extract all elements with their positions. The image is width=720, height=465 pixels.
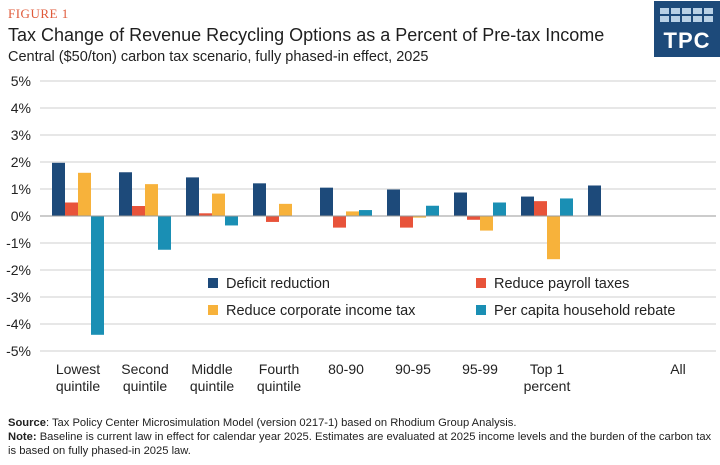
chart-title: Tax Change of Revenue Recycling Options … — [8, 25, 605, 45]
x-tick-label: quintile — [56, 378, 101, 394]
x-tick-label: 90-95 — [395, 361, 431, 377]
bar — [253, 183, 266, 216]
y-tick-label: 4% — [11, 100, 31, 116]
note-label: Note: — [8, 431, 37, 443]
legend-item-deficit: Deficit reduction — [208, 276, 330, 292]
bar — [521, 196, 534, 216]
y-tick-label: 0% — [11, 208, 31, 224]
legend-item-payroll: Reduce payroll taxes — [476, 276, 629, 292]
source-label: Source — [8, 417, 46, 429]
bar — [588, 185, 601, 216]
logo-grid-icon — [660, 8, 713, 22]
chart-subtitle: Central ($50/ton) carbon tax scenario, f… — [8, 49, 429, 65]
y-tick-label: 1% — [11, 181, 31, 197]
x-tick-label: All — [670, 361, 686, 377]
bar — [413, 216, 426, 218]
bar — [333, 216, 346, 228]
note-text: Baseline is current law in effect for ca… — [8, 431, 712, 457]
bar — [346, 211, 359, 216]
x-tick-label: Fourth — [259, 361, 299, 377]
y-tick-label: 2% — [11, 154, 31, 170]
x-tick-label: quintile — [257, 378, 302, 394]
y-tick-label: 5% — [11, 73, 31, 89]
x-tick-label: Top 1 — [530, 361, 564, 377]
y-tick-label: -3% — [6, 289, 31, 305]
y-tick-label: -5% — [6, 343, 31, 359]
bar — [91, 216, 104, 335]
legend-swatch-payroll — [476, 278, 486, 288]
x-tick-label: percent — [524, 378, 571, 394]
legend-item-corporate: Reduce corporate income tax — [208, 303, 415, 319]
x-tick-label: quintile — [190, 378, 235, 394]
bar — [320, 187, 333, 216]
bar — [78, 172, 91, 216]
legend-label-payroll: Reduce payroll taxes — [494, 276, 630, 292]
bar — [266, 216, 279, 222]
bar-chart: 5%4%3%2%1%0%-1%-2%-3%-4%-5%Lowestquintil… — [6, 73, 716, 394]
legend-label-deficit: Deficit reduction — [226, 276, 330, 292]
bar — [279, 203, 292, 216]
y-tick-label: -2% — [6, 262, 31, 278]
bar — [199, 213, 212, 216]
bar — [400, 216, 413, 228]
y-tick-label: -4% — [6, 316, 31, 332]
x-tick-label: quintile — [123, 378, 168, 394]
legend-swatch-deficit — [208, 278, 218, 288]
x-tick-label: 80-90 — [328, 361, 364, 377]
source-text: : Tax Policy Center Microsimulation Mode… — [45, 417, 517, 429]
x-tick-label: 95-99 — [462, 361, 498, 377]
x-tick-label: Middle — [191, 361, 232, 377]
y-tick-label: 3% — [11, 127, 31, 143]
bar — [467, 216, 480, 220]
legend-item-rebate: Per capita household rebate — [476, 303, 675, 319]
bar — [132, 206, 145, 216]
bar — [359, 210, 372, 216]
bar — [493, 202, 506, 216]
bar — [212, 193, 225, 216]
bar — [65, 202, 78, 216]
bar — [119, 172, 132, 216]
bar — [426, 205, 439, 216]
footer: Source: Tax Policy Center Microsimulatio… — [8, 416, 712, 458]
bar — [560, 198, 573, 216]
legend-swatch-rebate — [476, 305, 486, 315]
bar — [534, 201, 547, 216]
legend-label-rebate: Per capita household rebate — [494, 303, 676, 319]
bar — [387, 189, 400, 216]
tpc-logo: TPC — [654, 1, 720, 57]
y-tick-label: -1% — [6, 235, 31, 251]
bar — [480, 216, 493, 231]
x-tick-label: Lowest — [56, 361, 100, 377]
bar — [158, 216, 171, 250]
bar — [547, 216, 560, 260]
bar — [145, 184, 158, 216]
bar — [52, 162, 65, 216]
note-line: Note: Baseline is current law in effect … — [8, 430, 712, 458]
x-tick-label: Second — [121, 361, 168, 377]
bar — [225, 216, 238, 226]
bar — [186, 177, 199, 216]
legend-label-corporate: Reduce corporate income tax — [226, 303, 416, 319]
bar — [454, 192, 467, 216]
logo-text: TPC — [663, 28, 711, 53]
figure-label: FIGURE 1 — [8, 6, 69, 21]
legend-swatch-corporate — [208, 305, 218, 315]
source-line: Source: Tax Policy Center Microsimulatio… — [8, 416, 712, 430]
